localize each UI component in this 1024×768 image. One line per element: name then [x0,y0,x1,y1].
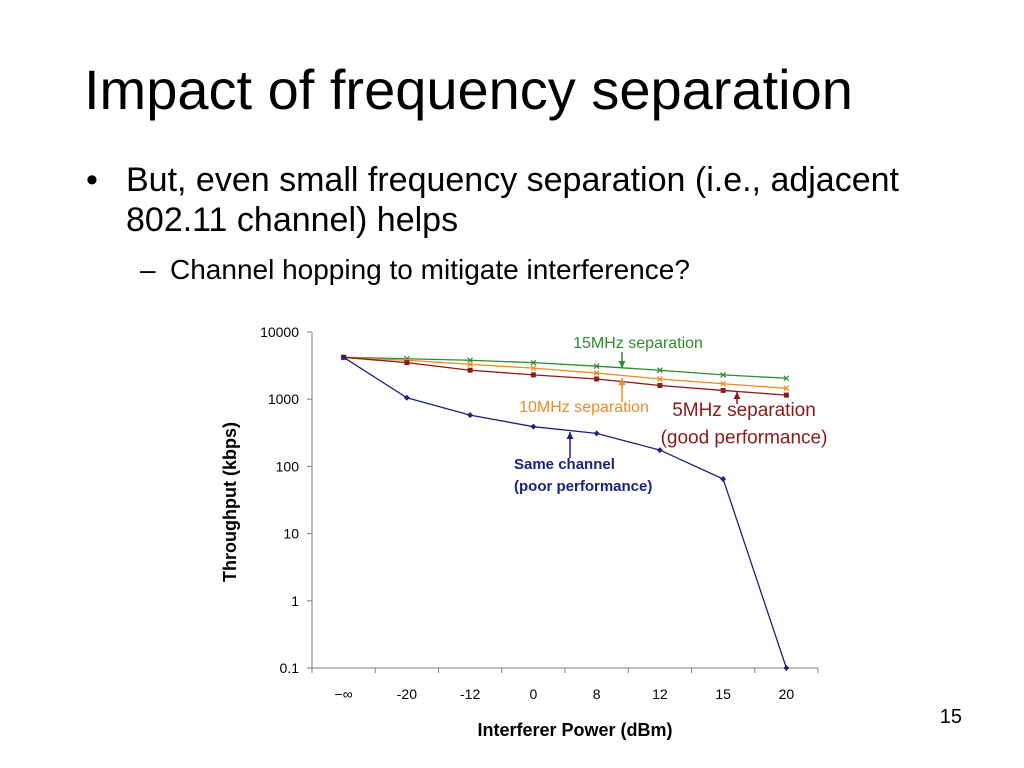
data-point-10mhz [720,380,727,387]
x-tick-label: 0 [529,686,537,702]
data-point-5mhz [467,367,473,373]
data-point-15mhz [720,371,727,378]
data-point-15mhz [593,363,600,370]
data-point-10mhz [656,376,663,382]
bullet-sub-text: Channel hopping to mitigate interference… [170,254,690,285]
data-point-same [530,423,537,430]
y-tick-label: 10 [283,526,299,542]
page-number: 15 [939,706,962,728]
y-tick-label: 0.1 [280,660,300,676]
data-point-5mhz [530,372,536,378]
data-point-same [783,665,790,671]
x-tick-label: 15 [715,686,731,702]
y-tick-label: 10000 [260,324,299,340]
series-line-10mhz [343,356,787,390]
bullet-marker: • [86,161,98,199]
data-point-10mhz [783,385,790,392]
x-tick-label: −∞ [335,686,353,702]
data-point-10mhz [467,361,474,368]
data-point-5mhz [404,360,410,366]
series-line-15mhz [343,356,787,379]
x-tick-label: 20 [779,686,795,702]
data-point-5mhz [594,376,600,382]
annotation-5mhz: 5MHz separation (good performance) [661,400,828,449]
data-point-5mhz [783,392,789,398]
data-point-15mhz [656,367,663,374]
bullet-sub-marker: – [140,254,156,285]
data-point-10mhz [593,370,600,376]
data-point-same [403,394,410,401]
y-tick-label: 100 [276,458,300,474]
x-tick-label: 8 [593,686,601,702]
data-point-same [720,475,727,482]
data-point-15mhz [530,359,537,366]
data-point-5mhz [720,387,726,393]
annotation-10mhz: 10MHz separation [519,399,649,416]
x-tick-label: -20 [397,686,417,702]
data-point-same [340,354,347,361]
y-axis-label: Throughput (kbps) [220,422,240,582]
series-line-5mhz [343,356,787,396]
annotation-arrow-10mhz [618,378,626,402]
y-tick-label: 1 [291,593,299,609]
annotation-same: Same channel (poor performance) [514,456,652,495]
data-point-same [593,430,600,437]
annotation-arrow-15mhz [618,352,626,368]
annotation-arrow-same [566,432,574,458]
data-point-same [467,412,474,419]
data-point-10mhz [530,365,537,372]
data-point-5mhz [657,382,663,388]
data-point-15mhz [783,375,790,382]
annotation-15mhz: 15MHz separation [573,335,703,352]
slide-title: Impact of frequency separation [84,58,853,121]
bullet-main-text: But, even small frequency separation (i.… [126,161,899,239]
x-tick-label: 12 [652,686,668,702]
x-tick-label: -12 [460,686,480,702]
series-line-same [343,356,787,669]
data-point-same [656,447,663,454]
x-axis-label: Interferer Power (dBm) [477,720,672,740]
y-tick-label: 1000 [268,391,299,407]
annotation-arrow-5mhz [733,392,741,404]
